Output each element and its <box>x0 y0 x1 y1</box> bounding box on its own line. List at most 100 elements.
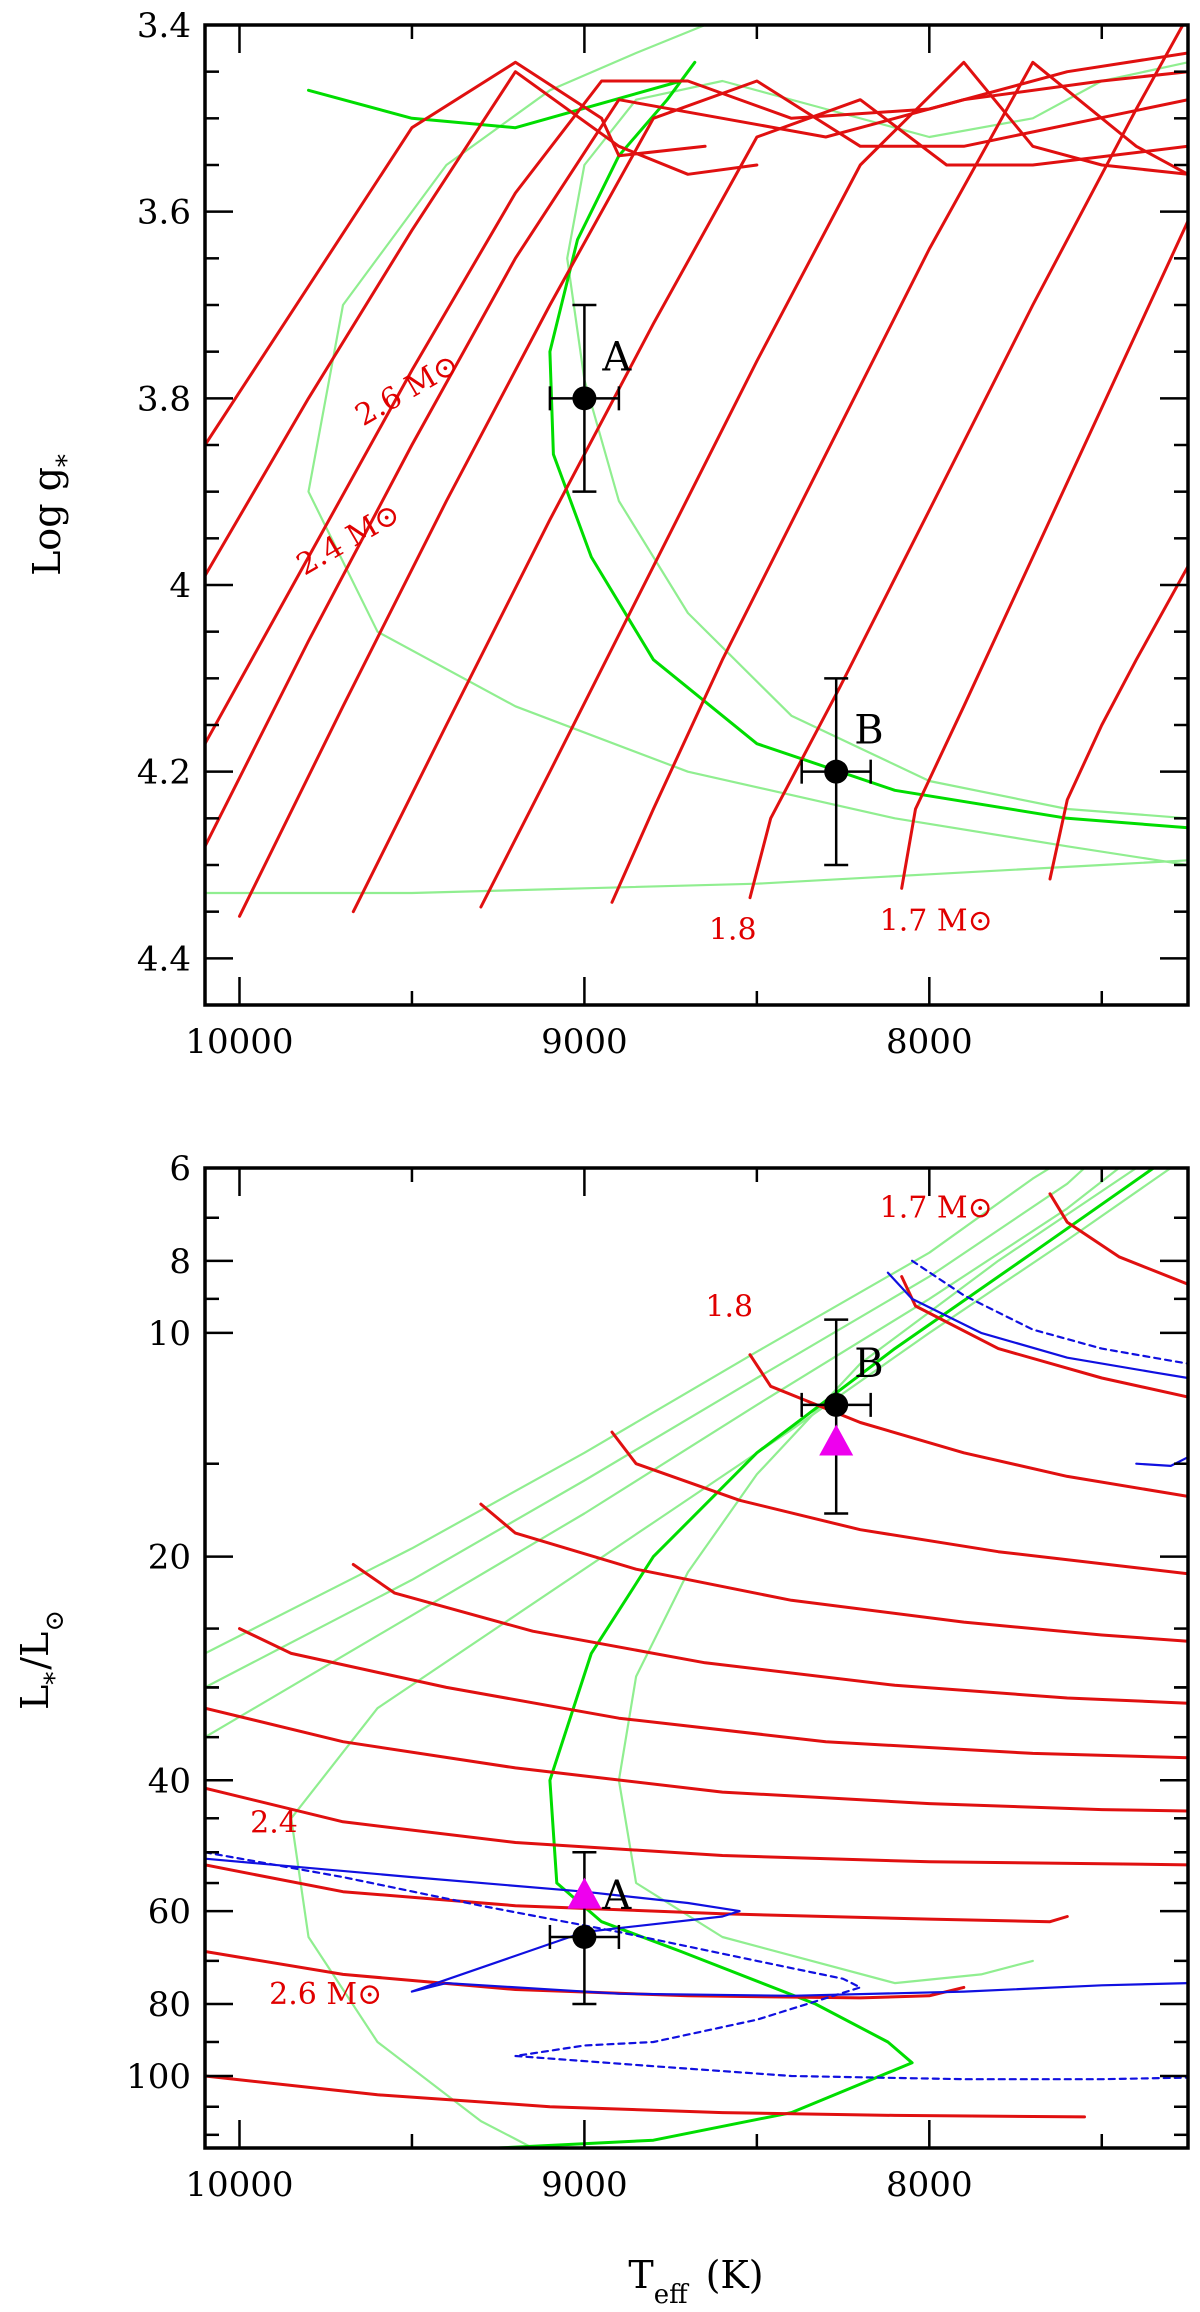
logg-mass-labels: 2.6 M⊙ 2.4 M⊙ 1.8 1.7 M⊙ <box>291 347 993 948</box>
top-mass-label-2: 1.8 <box>709 913 757 948</box>
bot-series-blue-short <box>1135 1456 1188 1467</box>
bot-series-track-2-0-m- <box>479 1502 1188 1643</box>
bot-ytick-label-6: 6 <box>169 1149 191 1189</box>
bot-point-a-triangle <box>567 1877 602 1909</box>
bot-series-track-2-6-m- <box>205 1950 966 2000</box>
bot-ytick-label-10: 10 <box>148 1314 191 1354</box>
top-series-isochrone-young <box>307 25 1188 867</box>
bot-mass-label-2: 1.8 <box>705 1289 753 1324</box>
top-series-isochrone-mid <box>307 60 1188 830</box>
bot-ytick-label-8: 8 <box>169 1242 191 1282</box>
bot-series-isochrone-zams-1 <box>205 1168 1121 1739</box>
bot-series-track-1-9-m- <box>610 1430 1188 1576</box>
bot-point-a-marker <box>572 1924 597 1949</box>
bot-xtick-label-9000: 9000 <box>541 2165 628 2205</box>
bot-ytick-label-80: 80 <box>148 1985 191 2025</box>
logg-frame <box>203 23 1190 1007</box>
top-xtick-label-9000: 9000 <box>541 1022 628 1062</box>
top-mass-label-1: 2.4 M⊙ <box>291 496 406 583</box>
top-ytick-label-4.2: 4.2 <box>137 753 191 793</box>
logg-panel: 2.6 M⊙2.4 M⊙1.8 1.7 M⊙ AB 10000 9000 80003.… <box>25 6 1190 1062</box>
top-ytick-label-4.4: 4.4 <box>137 939 191 979</box>
bot-series-track-2-3-m- <box>205 1706 1188 1813</box>
luminosity-ylabel-sub2: ⊙ <box>40 1610 70 1632</box>
bot-mass-label-3: 1.7 M⊙ <box>880 1191 993 1226</box>
bot-series-track-1-8-m- <box>748 1353 1188 1498</box>
bot-xtick-label-10000: 10000 <box>185 2165 293 2205</box>
logg-ylabel: Log g* <box>25 454 82 576</box>
logg-ylabel-text: Log g <box>25 467 69 576</box>
bot-ytick-label-100: 100 <box>126 2057 191 2097</box>
bot-series-blue-track-solid <box>205 1857 1188 1997</box>
top-series-track-2-4-m- <box>205 51 1188 746</box>
top-series-isochrone-old <box>566 61 1188 820</box>
top-series-track-1-8-m- <box>748 25 1185 900</box>
bot-ytick-label-40: 40 <box>148 1761 191 1801</box>
bot-series-track-2-8-m- <box>205 2074 1086 2119</box>
top-mass-label-3: 1.7 M⊙ <box>880 903 993 938</box>
top-point-a-marker <box>572 386 597 411</box>
bot-series-blue-track-dashed <box>205 1851 1188 2081</box>
top-mass-label-0: 2.6 M⊙ <box>349 347 464 434</box>
top-series-track-1-9-m- <box>610 60 1188 904</box>
bot-series-isochrone-mid <box>496 1168 1155 2148</box>
top-point-a: A <box>548 303 632 493</box>
luminosity-ylabel-slash: /L <box>13 1632 57 1670</box>
top-point-b: B <box>800 677 884 867</box>
bot-point-a: A <box>548 1851 632 2006</box>
bot-series-isochrone-old <box>617 1168 1138 1985</box>
top-series-track-2-3-m- <box>205 70 1188 848</box>
top-series-track-2-6-m- <box>205 60 707 447</box>
luminosity-panel: 2.6 M⊙2.41.81.7 M⊙ AB 10000 9000 800068102… <box>13 1149 1190 2310</box>
top-xtick-label-8000: 8000 <box>886 1022 973 1062</box>
bot-series-track-2-4-m- <box>205 1786 1188 1867</box>
bot-series-isochrone-zams-3 <box>205 1168 1052 1655</box>
bot-ytick-label-60: 60 <box>148 1892 191 1932</box>
bot-series-blue-low-dashed <box>911 1259 1188 1365</box>
bot-series-isochrone-zams-2 <box>205 1168 1086 1689</box>
luminosity-data-points: AB <box>548 1318 884 2006</box>
bot-point-b-marker <box>824 1392 849 1417</box>
bot-series-isochrone-young <box>290 1168 1172 2148</box>
bot-series-blue-low-solid <box>886 1271 1188 1380</box>
luminosity-axes: 10000 9000 8000 6 8 10 20 40 60 80 100 <box>126 1149 1188 2205</box>
top-point-b-label: B <box>854 708 883 754</box>
logg-curves <box>205 25 1188 918</box>
top-point-a-label: A <box>601 334 632 380</box>
bot-point-b-label: B <box>854 1341 883 1387</box>
top-series-track-2-5-m- <box>205 70 759 578</box>
teff-xlabel: Teff (K) <box>628 2253 763 2310</box>
top-ytick-label-4: 4 <box>169 566 191 606</box>
bot-series-track-2-1-m- <box>351 1563 1188 1705</box>
top-point-b-marker <box>824 759 849 784</box>
bot-series-track-1-7-m- <box>900 1275 1188 1399</box>
logg-ylabel-sub: * <box>52 454 82 467</box>
top-series-track-2-2-m- <box>238 79 1188 918</box>
bot-xtick-label-8000: 8000 <box>886 2165 973 2205</box>
luminosity-mass-labels: 2.6 M⊙ 2.4 1.8 1.7 M⊙ <box>250 1191 993 2012</box>
top-series-track-2-1-m- <box>351 98 1188 914</box>
bot-point-a-label: A <box>601 1873 632 1919</box>
top-ytick-label-3.8: 3.8 <box>137 379 191 419</box>
bot-ytick-label-20: 20 <box>148 1538 191 1578</box>
top-series-track-1-6-m- <box>1048 564 1188 881</box>
bot-point-b: B <box>800 1318 884 1515</box>
luminosity-ylabel: L* /L⊙ <box>13 1610 70 1710</box>
luminosity-ylabel-sub1: * <box>40 1672 70 1685</box>
logg-data-points: AB <box>548 303 884 867</box>
top-series-isochrone-zams <box>205 859 1188 895</box>
bot-series-track-2-2-m- <box>238 1627 1188 1760</box>
teff-xlabel-unit: (K) <box>706 2253 764 2297</box>
luminosity-ylabel-L: L <box>13 1685 57 1710</box>
luminosity-frame <box>203 1166 1190 2150</box>
top-ytick-label-3.6: 3.6 <box>137 193 191 233</box>
top-ytick-label-3.4: 3.4 <box>137 6 191 46</box>
top-series-track-1-7-m- <box>900 219 1188 890</box>
bot-point-b-triangle <box>819 1424 854 1456</box>
teff-xlabel-sub: eff <box>654 2280 690 2310</box>
bot-series-track-1-6-m- <box>1048 1192 1188 1286</box>
teff-xlabel-T: T <box>628 2253 653 2297</box>
logg-axes: 10000 9000 8000 3.4 3.6 3.8 4 4.2 4.4 <box>137 6 1188 1062</box>
bot-mass-label-0: 2.6 M⊙ <box>269 1977 382 2012</box>
